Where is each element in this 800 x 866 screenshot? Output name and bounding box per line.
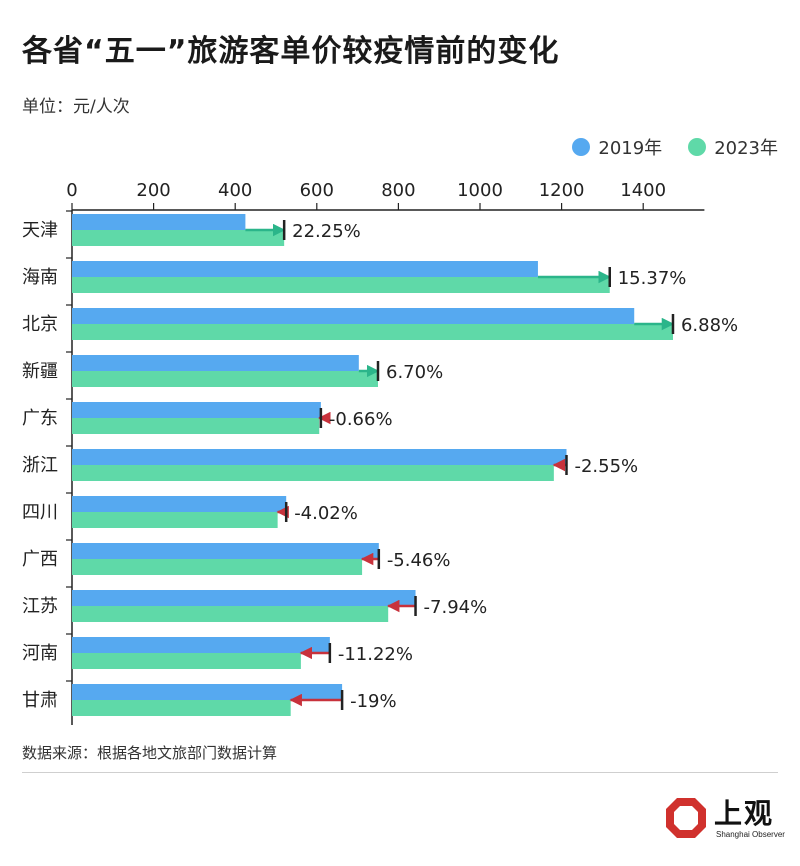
category-label: 天津 (22, 220, 58, 241)
legend-swatch-2019 (572, 138, 591, 156)
logo-text: 上观 (714, 797, 775, 830)
change-label: -19% (350, 691, 397, 712)
change-label: 15.37% (618, 268, 687, 289)
bar-2019 (72, 261, 538, 277)
bar-2023 (72, 230, 285, 246)
x-tick-label: 400 (218, 180, 252, 201)
bar-2023 (72, 277, 610, 293)
logo-subtitle: Shanghai Observer (716, 830, 785, 839)
x-tick-label: 1400 (620, 180, 666, 201)
bar-2019 (72, 637, 330, 653)
category-label: 甘肃 (22, 690, 58, 711)
bar-chart: 0 200 400 600 800 1000 1200 1400 天津 22.25% 海南 15.37… (22, 180, 738, 725)
bar-2023 (72, 512, 278, 528)
legend-swatch-2023 (688, 138, 707, 156)
bar-2019 (72, 308, 635, 324)
legend-label-2019: 2019年 (598, 138, 663, 159)
legend-item-2019: 2019年 (572, 134, 662, 160)
change-label: -7.94% (424, 597, 488, 618)
footer-divider (22, 772, 778, 773)
category-label: 浙江 (22, 455, 58, 476)
bar-2019 (72, 355, 359, 371)
category-label: 海南 (22, 267, 58, 288)
change-label: -4.02% (294, 503, 358, 524)
bar-2023 (72, 371, 378, 387)
change-label: -5.46% (387, 550, 451, 571)
x-tick-label: 0 (66, 180, 77, 201)
category-label: 江苏 (22, 596, 58, 617)
change-label: 6.88% (681, 315, 738, 336)
unit-label: 单位：元/人次 (22, 97, 130, 117)
change-label: -11.22% (338, 644, 413, 665)
bar-2023 (72, 606, 389, 622)
bar-2023 (72, 700, 291, 716)
bar-2023 (72, 324, 673, 340)
bar-2023 (72, 559, 363, 575)
bar-2019 (72, 449, 567, 465)
x-tick-label: 1200 (539, 180, 585, 201)
x-tick-label: 600 (300, 180, 334, 201)
bar-2023 (72, 418, 320, 434)
category-label: 广西 (22, 549, 58, 570)
x-tick-label: 800 (381, 180, 415, 201)
bar-2019 (72, 496, 287, 512)
bar-2023 (72, 465, 554, 481)
bar-2019 (72, 402, 321, 418)
x-tick-label: 200 (136, 180, 170, 201)
page-title: 各省“五一”旅游客单价较疫情前的变化 (22, 34, 560, 69)
change-label: 6.70% (386, 362, 443, 383)
bar-2019 (72, 214, 246, 230)
change-label: -2.55% (574, 456, 638, 477)
category-label: 河南 (22, 643, 58, 664)
category-label: 新疆 (22, 361, 58, 382)
data-source-note: 数据来源：根据各地文旅部门数据计算 (22, 744, 278, 762)
octagon-logo-icon (666, 798, 706, 838)
bar-2019 (72, 543, 379, 559)
change-label: 22.25% (292, 221, 361, 242)
legend-label-2023: 2023年 (714, 138, 778, 159)
category-label: 北京 (22, 314, 58, 335)
x-tick-label: 1000 (457, 180, 503, 201)
bar-2019 (72, 590, 416, 606)
change-label: -0.66% (329, 409, 393, 430)
bar-2019 (72, 684, 343, 700)
legend-item-2023: 2023年 (688, 134, 778, 160)
bar-2023 (72, 653, 301, 669)
category-label: 四川 (22, 502, 58, 523)
brand-logo: 上观 Shanghai Observer (664, 790, 788, 850)
category-label: 广东 (22, 408, 58, 429)
chart-legend: 2019年 2023年 (572, 134, 778, 160)
